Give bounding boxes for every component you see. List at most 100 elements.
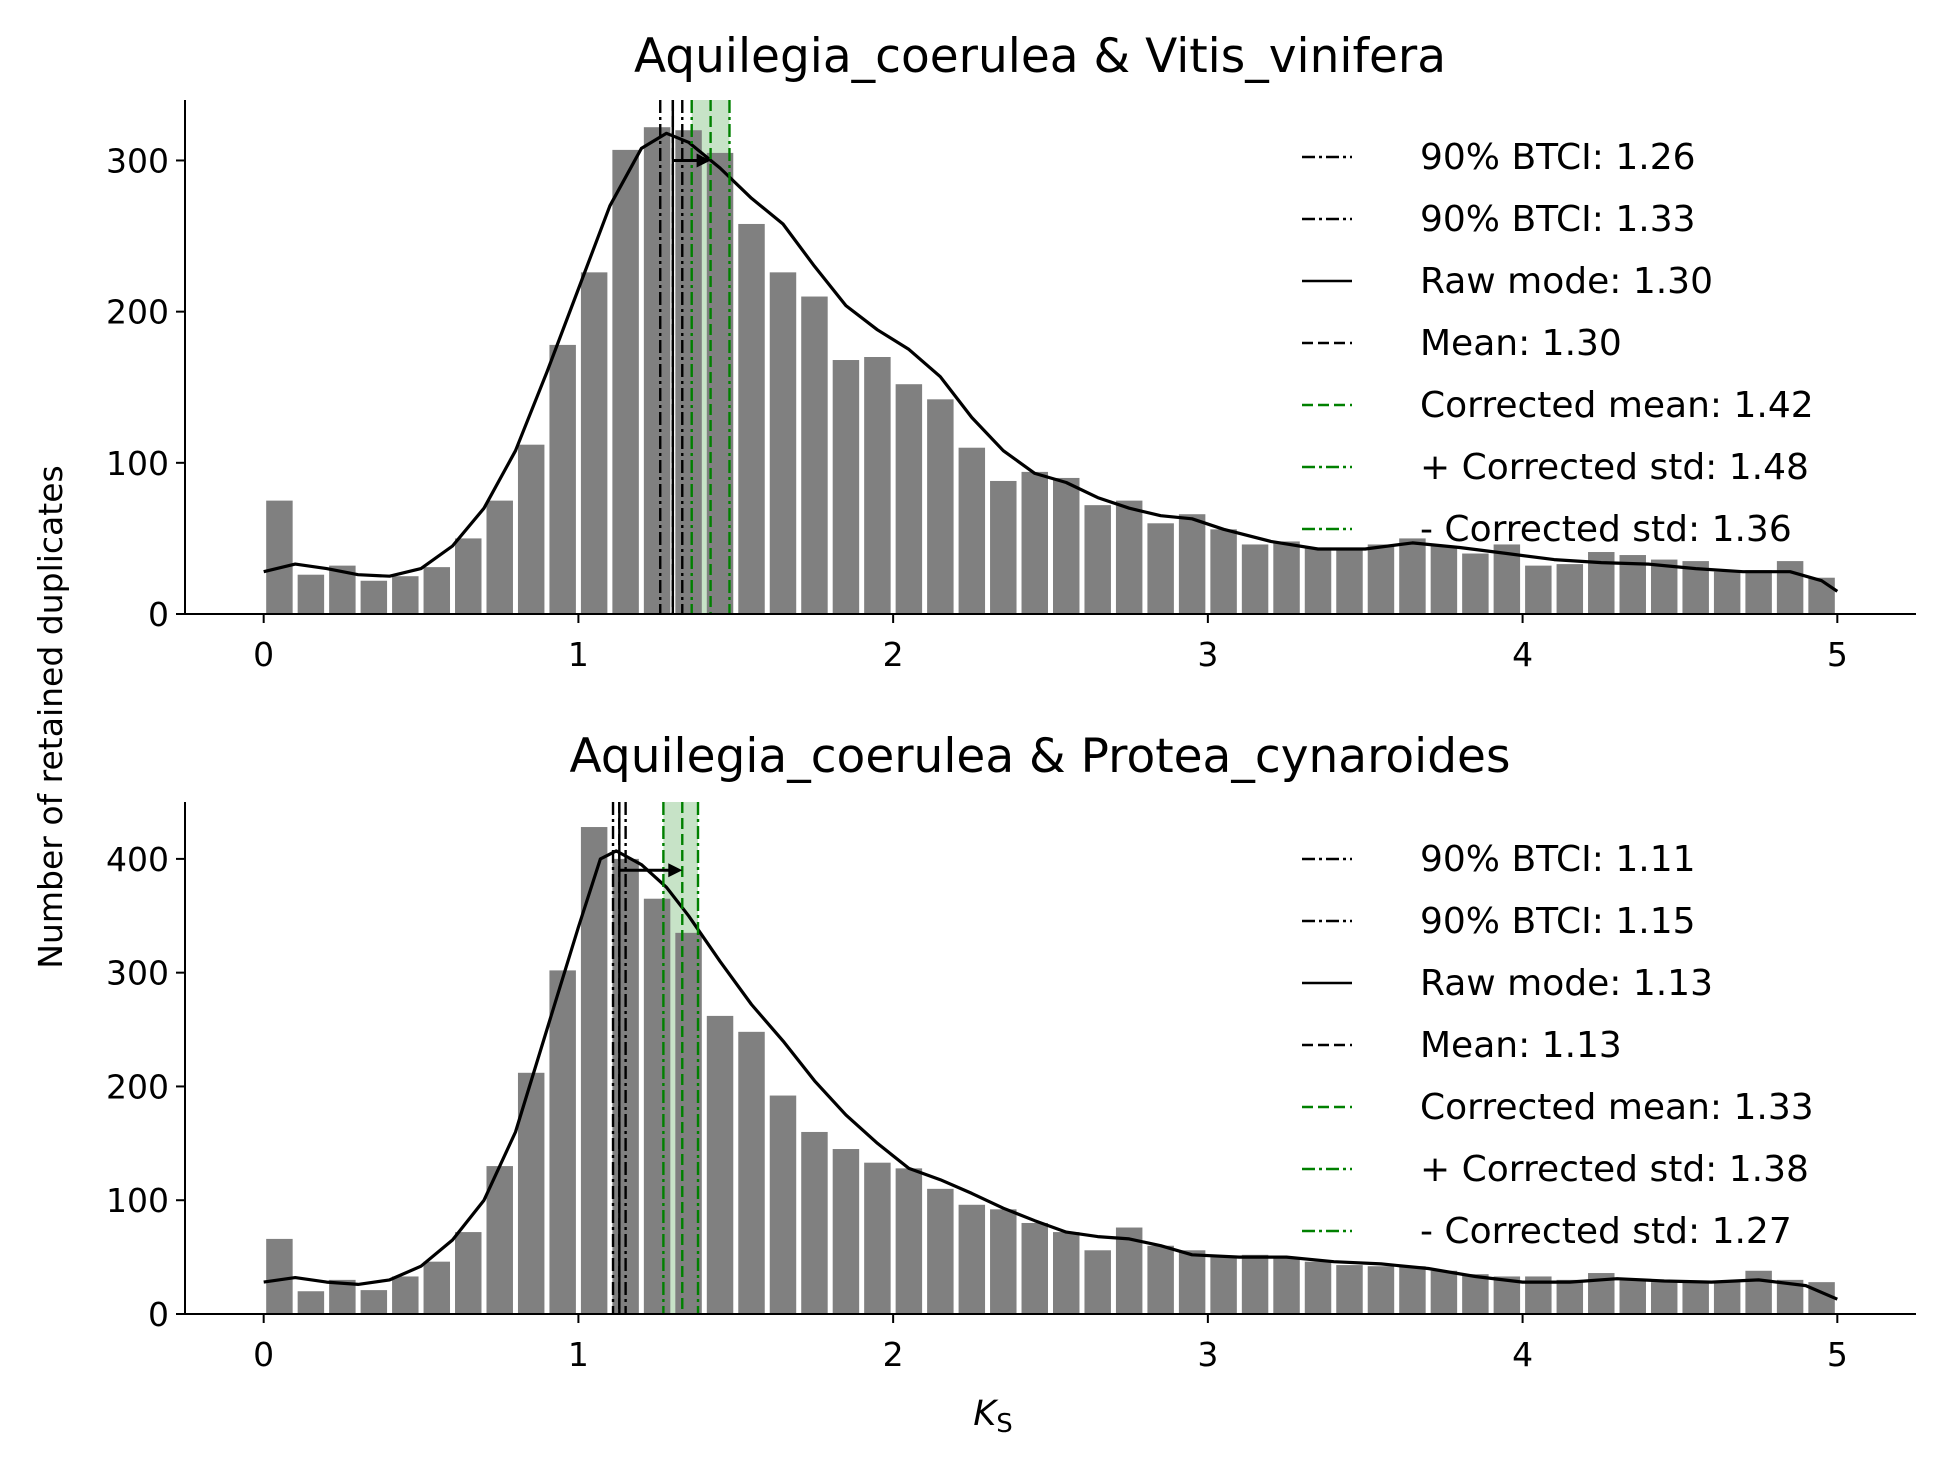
legend-label: + Corrected std: 1.38 <box>1420 1149 1809 1190</box>
histogram-bar <box>864 1162 891 1314</box>
histogram-bar <box>1178 514 1206 614</box>
y-tick-label: 100 <box>106 444 169 483</box>
histogram-bar <box>455 1232 482 1314</box>
histogram-bar <box>958 447 986 614</box>
y-tick-label: 300 <box>106 954 169 993</box>
histogram-bar <box>1776 561 1804 614</box>
legend-label: Mean: 1.30 <box>1420 323 1622 364</box>
legend-label: 90% BTCI: 1.33 <box>1420 199 1696 240</box>
histogram-bar <box>1115 500 1143 614</box>
histogram-bar <box>580 272 608 614</box>
histogram-bar <box>895 1168 923 1314</box>
histogram-bar <box>1021 1222 1048 1314</box>
y-tick-label: 100 <box>106 1181 169 1220</box>
x-tick-label: 5 <box>1827 1335 1848 1374</box>
y-tick-label: 300 <box>106 141 169 180</box>
histogram-bar <box>706 1015 734 1314</box>
legend-label: Corrected mean: 1.42 <box>1420 385 1814 426</box>
x-tick-label: 5 <box>1827 635 1848 674</box>
y-tick-label: 0 <box>148 595 169 634</box>
histogram-bar <box>738 223 765 614</box>
histogram-bar <box>549 970 576 1314</box>
histogram-bar <box>1084 1250 1111 1314</box>
histogram-bar <box>1650 559 1678 614</box>
histogram-bar <box>1556 564 1584 614</box>
histogram-bar <box>738 1031 765 1314</box>
histogram-bar <box>927 1188 954 1314</box>
histogram-bar <box>423 567 451 614</box>
x-axis-label: KS <box>973 1394 1012 1439</box>
legend-label: Raw mode: 1.13 <box>1420 963 1713 1004</box>
histogram-bar <box>517 444 545 614</box>
histogram-bar <box>549 344 576 614</box>
x-tick-label: 3 <box>1197 1335 1218 1374</box>
histogram-bar <box>769 1095 797 1314</box>
histogram-bar <box>1745 570 1772 614</box>
legend-label: - Corrected std: 1.36 <box>1420 509 1792 550</box>
histogram-bar <box>1336 1265 1363 1314</box>
histogram-bar <box>1525 565 1552 614</box>
legend-label: 90% BTCI: 1.26 <box>1420 137 1696 178</box>
legend-label: - Corrected std: 1.27 <box>1420 1211 1792 1252</box>
histogram-bar <box>643 898 671 1314</box>
histogram-bar <box>1304 1261 1332 1314</box>
histogram-bar <box>1462 553 1489 614</box>
histogram-bar <box>990 480 1017 614</box>
histogram-bar <box>1430 1270 1458 1314</box>
histogram-bar <box>580 827 608 1314</box>
histogram-bar <box>1210 529 1237 614</box>
histogram-bar <box>643 127 671 614</box>
y-tick-label: 200 <box>106 1067 169 1106</box>
histogram-bar <box>832 1149 860 1314</box>
histogram-bar <box>1367 544 1395 614</box>
histogram-bar <box>1147 1245 1174 1314</box>
histogram-bar <box>801 296 828 614</box>
histogram-bar <box>864 357 891 614</box>
histogram-bar <box>990 1209 1017 1314</box>
histogram-bar <box>895 384 923 614</box>
histogram-bar <box>297 1291 325 1314</box>
y-axis-label: Number of retained duplicates <box>31 465 70 968</box>
legend-label: Raw mode: 1.30 <box>1420 261 1713 302</box>
x-tick-label: 2 <box>883 635 904 674</box>
histogram-bar <box>1273 541 1300 614</box>
histogram-bar <box>1273 1257 1300 1314</box>
histogram-bar <box>360 580 388 614</box>
histogram-bar <box>1084 505 1111 614</box>
histogram-bar <box>1713 1282 1741 1314</box>
x-tick-label: 2 <box>883 1335 904 1374</box>
histogram-bar <box>1053 1232 1080 1314</box>
y-tick-label: 400 <box>106 840 169 879</box>
histogram-bar <box>329 1279 356 1314</box>
x-tick-label: 4 <box>1512 635 1533 674</box>
x-tick-label: 4 <box>1512 1335 1533 1374</box>
chart-title: Aquilegia_coerulea & Vitis_vinifera <box>634 29 1446 84</box>
chart-panel-protea: Aquilegia_coerulea & Protea_cynaroides 0… <box>106 729 1916 1374</box>
x-tick-label: 1 <box>568 1335 589 1374</box>
histogram-bar <box>1241 1254 1269 1314</box>
histogram-bar <box>1210 1257 1237 1314</box>
histogram-bar <box>1430 545 1458 614</box>
histogram-bar <box>392 576 419 614</box>
histogram-bar <box>1556 1279 1584 1314</box>
histogram-bar <box>1304 547 1332 614</box>
histogram-bar <box>1713 571 1741 614</box>
histogram-bar <box>769 272 797 614</box>
histogram-bar <box>1808 577 1835 614</box>
x-tick-label: 3 <box>1197 635 1218 674</box>
legend-label: 90% BTCI: 1.11 <box>1420 839 1696 880</box>
x-tick-label: 0 <box>253 1335 274 1374</box>
histogram-bar <box>1336 548 1363 614</box>
histogram-bar <box>360 1290 388 1314</box>
histogram-bar <box>1682 1282 1709 1314</box>
shift-arrow-head <box>668 863 683 878</box>
y-tick-label: 0 <box>148 1295 169 1334</box>
legend-label: 90% BTCI: 1.15 <box>1420 901 1696 942</box>
kde-curve <box>263 131 1839 593</box>
histogram-bar <box>1462 1274 1489 1314</box>
histogram-bar <box>832 360 860 614</box>
chart-panel-vitis: Aquilegia_coerulea & Vitis_vinifera 0 1 2 3… <box>106 29 1916 674</box>
histogram-bar <box>1021 471 1048 614</box>
histogram-bar <box>455 538 482 614</box>
